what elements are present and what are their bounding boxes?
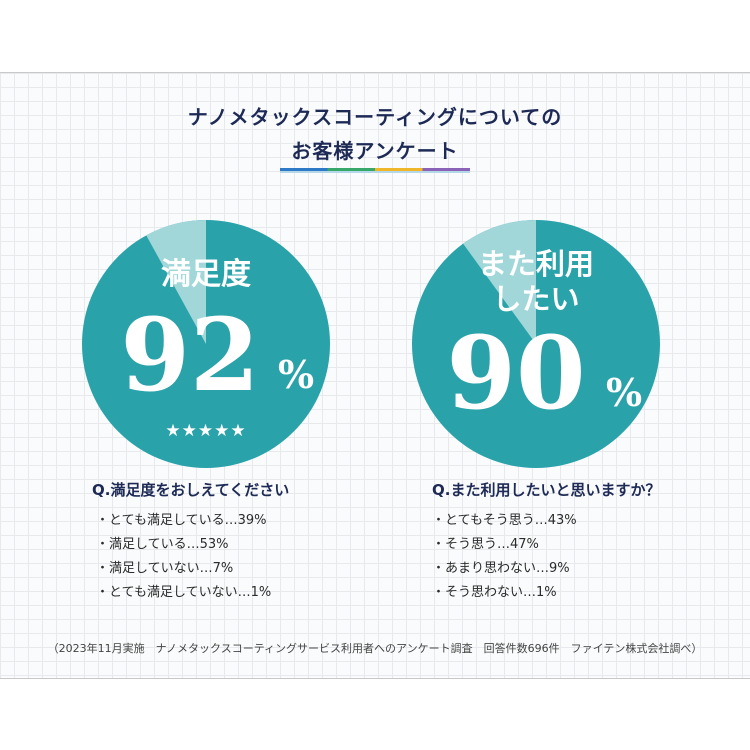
page-title-line1: ナノメタックスコーティングについての [187, 105, 563, 129]
satisfaction-stars: ★★★★★ [165, 421, 246, 441]
list-item: 満足している…53% [96, 533, 271, 557]
satisfaction-chart: 満足度 92 % ★★★★★ [82, 220, 330, 468]
page-title-line2: お客様アンケート [291, 139, 459, 163]
reuse-label-line2: したい [492, 282, 579, 316]
satisfaction-answers: とても満足している…39% 満足している…53% 満足していない…7% とても満… [96, 509, 271, 605]
reuse-question: Q.また利用したいと思いますか？ [432, 481, 661, 499]
reuse-remainder-wedge [463, 220, 536, 344]
list-item: そう思う…47% [432, 533, 577, 557]
satisfaction-question: Q.満足度をおしえてください [92, 481, 290, 499]
list-item: とても満足していない…1% [96, 581, 271, 605]
survey-footnote: （2023年11月実施 ナノメタックスコーティングサービス利用者へのアンケート調… [47, 642, 703, 655]
list-item: そう思わない…1% [432, 581, 577, 605]
reuse-chart: また利用 したい 90 % [412, 220, 660, 468]
reuse-label-line1: また利用 [478, 247, 594, 281]
list-item: とても満足している…39% [96, 509, 271, 533]
list-item: とてもそう思う…43% [432, 509, 577, 533]
satisfaction-remainder-wedge [146, 220, 206, 344]
satisfaction-unit: % [278, 352, 314, 397]
title-underline [280, 168, 470, 173]
reuse-unit: % [606, 370, 642, 415]
satisfaction-label: 満足度 [161, 257, 251, 292]
satisfaction-value: 92 [120, 296, 259, 414]
reuse-value: 90 [446, 314, 585, 432]
reuse-answers: とてもそう思う…43% そう思う…47% あまり思わない…9% そう思わない…1… [432, 509, 577, 605]
list-item: あまり思わない…9% [432, 557, 577, 581]
list-item: 満足していない…7% [96, 557, 271, 581]
